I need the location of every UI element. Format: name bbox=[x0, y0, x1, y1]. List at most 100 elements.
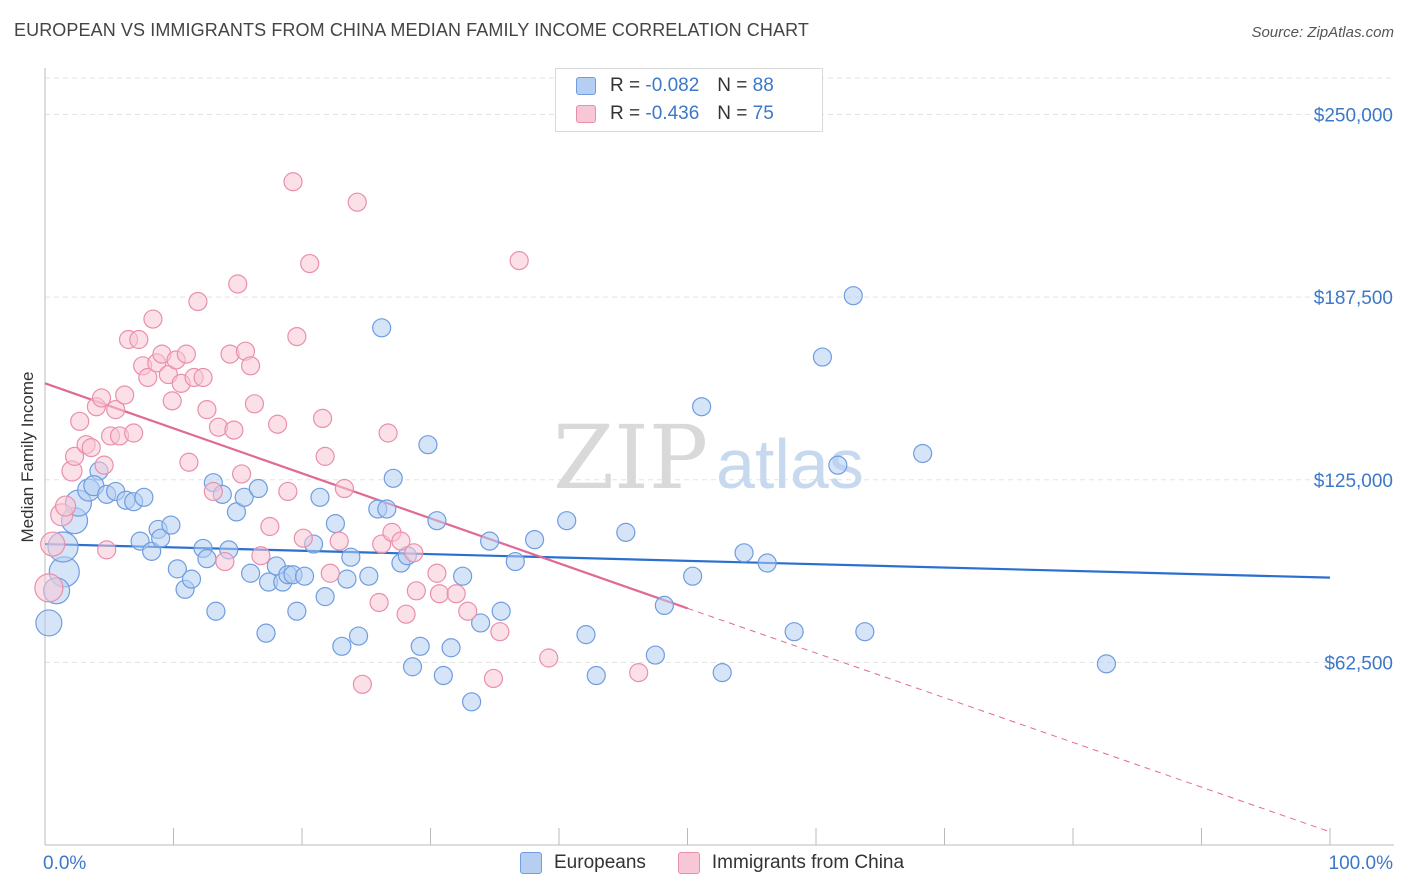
china-point bbox=[283, 172, 303, 192]
bottom-legend: Europeans Immigrants from China bbox=[520, 852, 936, 874]
china-label: Immigrants from China bbox=[711, 852, 905, 873]
europeans-point bbox=[142, 541, 162, 561]
china-point bbox=[329, 531, 349, 551]
europeans-point bbox=[248, 478, 268, 499]
europeans-point bbox=[348, 626, 369, 646]
china-point bbox=[293, 528, 313, 548]
europeans-point bbox=[712, 663, 732, 683]
china-point bbox=[539, 648, 559, 668]
x-tick-label-start: 0.0% bbox=[43, 853, 86, 874]
europeans-point bbox=[181, 569, 202, 589]
china-point bbox=[203, 481, 223, 502]
chart-title: EUROPEAN VS IMMIGRANTS FROM CHINA MEDIAN… bbox=[14, 20, 809, 40]
legend-r-value: -0.082 bbox=[645, 75, 700, 96]
china-point bbox=[334, 478, 355, 499]
europeans-point bbox=[855, 622, 875, 642]
china-point bbox=[81, 438, 101, 458]
china-point bbox=[429, 584, 450, 604]
europeans-point bbox=[692, 397, 712, 417]
china-point bbox=[228, 274, 248, 294]
y-tick-label: $250,000 bbox=[1314, 106, 1393, 127]
europeans-label: Europeans bbox=[554, 852, 646, 873]
china-point bbox=[312, 408, 333, 429]
china-swatch bbox=[677, 852, 700, 874]
china-point bbox=[94, 455, 114, 475]
europeans-point bbox=[784, 622, 804, 642]
europeans-point bbox=[462, 692, 482, 712]
china-point bbox=[378, 423, 398, 443]
europeans-point bbox=[505, 551, 525, 572]
china-point bbox=[629, 663, 649, 683]
europeans-point bbox=[294, 566, 315, 586]
bottom-legend-europeans[interactable]: Europeans bbox=[520, 852, 646, 874]
china-point bbox=[267, 414, 288, 434]
europeans-point bbox=[337, 569, 357, 589]
europeans-point bbox=[734, 543, 754, 563]
china-swatch bbox=[576, 105, 596, 123]
europeans-point bbox=[812, 347, 833, 367]
china-point bbox=[300, 253, 320, 274]
europeans-point bbox=[441, 638, 461, 658]
europeans-point bbox=[913, 443, 933, 464]
europeans-point bbox=[310, 487, 330, 507]
europeans-point bbox=[491, 601, 511, 621]
europeans-point bbox=[402, 657, 423, 677]
europeans-point bbox=[683, 566, 703, 586]
china-point bbox=[232, 464, 252, 484]
china-point bbox=[54, 495, 77, 517]
legend-n-label: N = bbox=[717, 75, 748, 96]
europeans-point bbox=[325, 513, 346, 534]
europeans-point bbox=[315, 587, 335, 607]
china-point bbox=[106, 400, 126, 420]
china-point bbox=[509, 251, 529, 271]
china-point bbox=[91, 388, 112, 408]
europeans-point bbox=[453, 566, 473, 586]
china-point bbox=[179, 452, 199, 472]
europeans-point bbox=[433, 665, 453, 686]
europeans-point bbox=[616, 522, 636, 542]
europeans-point bbox=[241, 563, 261, 583]
europeans-point bbox=[410, 636, 430, 656]
europeans-point bbox=[151, 528, 171, 548]
legend-n-label: N = bbox=[717, 103, 748, 124]
europeans-swatch bbox=[520, 852, 542, 874]
europeans-point bbox=[372, 318, 392, 338]
x-tick-label-end: 100.0% bbox=[1329, 853, 1394, 874]
legend-r-value: -0.436 bbox=[645, 103, 700, 124]
legend: R = -0.082 N = 88 R = -0.436 N = 75 bbox=[555, 68, 823, 132]
europeans-point bbox=[332, 636, 352, 656]
china-point bbox=[427, 563, 447, 583]
europeans-point bbox=[161, 515, 181, 535]
europeans-point bbox=[206, 601, 226, 621]
china-point bbox=[347, 192, 367, 212]
chart-source: Source: ZipAtlas.com bbox=[1251, 24, 1394, 41]
china-point bbox=[404, 543, 424, 563]
china-point bbox=[458, 601, 478, 621]
china-point bbox=[215, 551, 235, 572]
points-layer bbox=[34, 172, 1117, 712]
europeans-point bbox=[197, 549, 217, 569]
china-point bbox=[224, 420, 244, 440]
china-trendline bbox=[44, 382, 688, 610]
china-point bbox=[391, 531, 411, 551]
china-point bbox=[176, 344, 196, 364]
europeans-point bbox=[134, 487, 154, 507]
china-point bbox=[320, 563, 340, 583]
watermark-zip: ZIP bbox=[553, 406, 708, 509]
china-point bbox=[483, 668, 504, 689]
china-point bbox=[193, 367, 213, 388]
china-point bbox=[124, 423, 144, 443]
china-trendline-extension bbox=[687, 607, 1331, 833]
axes-layer bbox=[44, 68, 1394, 846]
europeans-point bbox=[480, 531, 500, 551]
europeans-point bbox=[427, 511, 447, 531]
bottom-legend-china[interactable]: Immigrants from China bbox=[677, 852, 905, 874]
europeans-point bbox=[828, 455, 848, 475]
europeans-point bbox=[234, 487, 254, 507]
china-point bbox=[315, 446, 335, 466]
china-point bbox=[244, 394, 265, 414]
china-point bbox=[115, 385, 135, 405]
legend-row-china: R = -0.436 N = 75 bbox=[576, 102, 774, 126]
china-point bbox=[260, 516, 280, 537]
